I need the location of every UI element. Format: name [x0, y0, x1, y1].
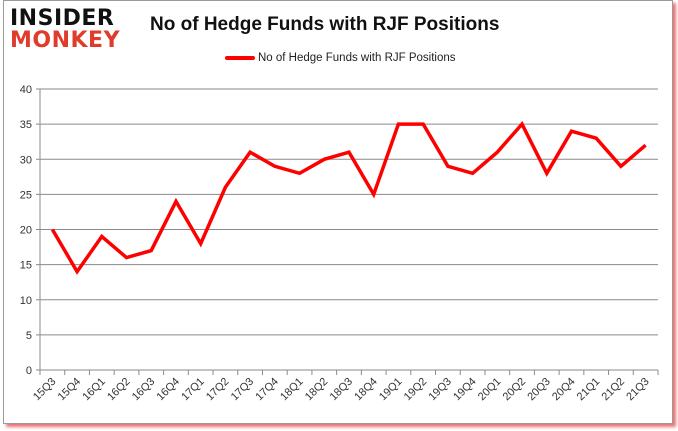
- legend-line-swatch-icon: [225, 56, 255, 60]
- chart-legend: No of Hedge Funds with RJF Positions: [225, 52, 456, 64]
- x-tick-label: 16Q1: [80, 376, 108, 404]
- x-tick-label: 17Q1: [179, 376, 207, 404]
- x-tick-label: 17Q4: [253, 376, 281, 404]
- x-tick-label: 15Q3: [31, 376, 59, 404]
- logo-line-2: MONKEY: [10, 28, 121, 53]
- y-tick-label: 15: [20, 260, 32, 272]
- x-tick-label: 16Q2: [105, 376, 133, 404]
- x-tick-label: 19Q3: [426, 376, 454, 404]
- y-tick-label: 40: [20, 84, 32, 96]
- y-tick-label: 5: [26, 330, 32, 342]
- chart-title: No of Hedge Funds with RJF Positions: [150, 14, 500, 35]
- x-tick-label: 19Q4: [451, 376, 479, 404]
- x-tick-label: 18Q3: [328, 376, 356, 404]
- insider-monkey-logo: INSIDER MONKEY: [10, 8, 128, 52]
- y-tick-label: 25: [20, 189, 32, 201]
- x-tick-label: 18Q1: [278, 376, 306, 404]
- x-tick-label: 19Q2: [402, 376, 430, 404]
- y-tick-label: 35: [20, 119, 32, 131]
- y-tick-label: 0: [26, 365, 32, 377]
- x-tick-label: 16Q3: [130, 376, 158, 404]
- x-tick-label: 18Q4: [352, 376, 380, 404]
- x-tick-label: 17Q3: [229, 376, 257, 404]
- x-tick-label: 17Q2: [204, 376, 232, 404]
- x-tick-label: 20Q3: [525, 376, 553, 404]
- x-tick-label: 19Q1: [377, 376, 405, 404]
- y-tick-label: 10: [20, 295, 32, 307]
- x-tick-label: 20Q1: [476, 376, 504, 404]
- chart-frame: [3, 0, 673, 424]
- x-tick-label: 15Q4: [56, 376, 84, 404]
- x-tick-label: 20Q4: [550, 376, 578, 404]
- x-tick-label: 21Q1: [575, 376, 603, 404]
- x-tick-label: 18Q2: [303, 376, 331, 404]
- x-tick-label: 21Q2: [600, 376, 628, 404]
- y-tick-label: 30: [20, 154, 32, 166]
- x-tick-label: 20Q2: [501, 376, 529, 404]
- x-tick-label: 16Q4: [155, 376, 183, 404]
- legend-label: No of Hedge Funds with RJF Positions: [258, 52, 456, 64]
- y-tick-label: 20: [20, 225, 32, 237]
- data-series-line: [50, 120, 647, 275]
- x-tick-label: 21Q3: [624, 376, 652, 404]
- logo-line-1: INSIDER: [10, 6, 115, 31]
